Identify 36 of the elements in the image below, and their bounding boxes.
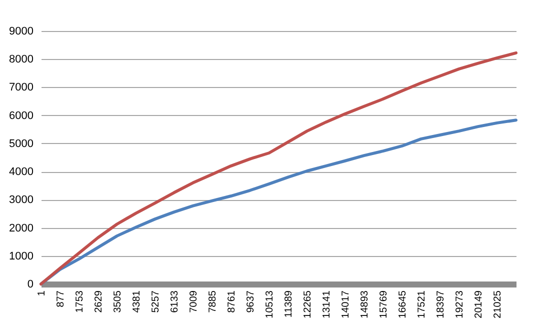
x-tick-label: 20149 (474, 290, 485, 318)
x-tick-label: 14017 (340, 290, 352, 318)
x-tick-label: 2629 (94, 290, 105, 313)
x-tick-label: 6133 (170, 290, 181, 313)
y-tick-label: 5000 (9, 138, 34, 150)
x-tick-label: 15769 (378, 290, 390, 318)
x-tick-label: 13141 (322, 290, 333, 318)
y-tick-label: 2000 (9, 222, 34, 234)
x-tick-label: 3505 (112, 290, 124, 313)
x-tick-label: 7885 (208, 290, 219, 313)
x-tick-label: 877 (56, 290, 66, 308)
x-tick-label: 19273 (454, 290, 466, 318)
y-tick-label: 4000 (9, 166, 34, 178)
y-tick-label: 3000 (9, 194, 34, 206)
x-tick-label: 10513 (264, 290, 276, 318)
x-tick-label: 12265 (302, 290, 314, 318)
x-tick-label: 5257 (150, 290, 162, 313)
y-tick-label: 9000 (9, 26, 34, 38)
x-tick-label: 18397 (436, 290, 447, 318)
x-tick-label: 8761 (226, 290, 238, 313)
x-tick-label: 7009 (188, 290, 200, 313)
x-tick-label: 17521 (416, 290, 428, 318)
y-tick-label: 0 (27, 278, 34, 290)
x-tick-label: 14893 (360, 290, 371, 318)
y-tick-label: 8000 (9, 54, 34, 66)
line-series (40, 51, 518, 286)
x-tick-label: 1753 (74, 290, 86, 313)
y-tick-label: 6000 (9, 110, 34, 122)
y-tick-label: 7000 (9, 82, 34, 94)
x-tick-label: 16645 (398, 290, 409, 318)
x-tick-label: 21025 (492, 290, 504, 318)
x-tick-label: 4381 (132, 290, 143, 313)
y-tick-label: 1000 (9, 250, 34, 262)
x-tick-label: 1 (36, 290, 48, 296)
x-tick-label: 11389 (284, 290, 295, 318)
x-tick-label: 9637 (246, 290, 257, 313)
